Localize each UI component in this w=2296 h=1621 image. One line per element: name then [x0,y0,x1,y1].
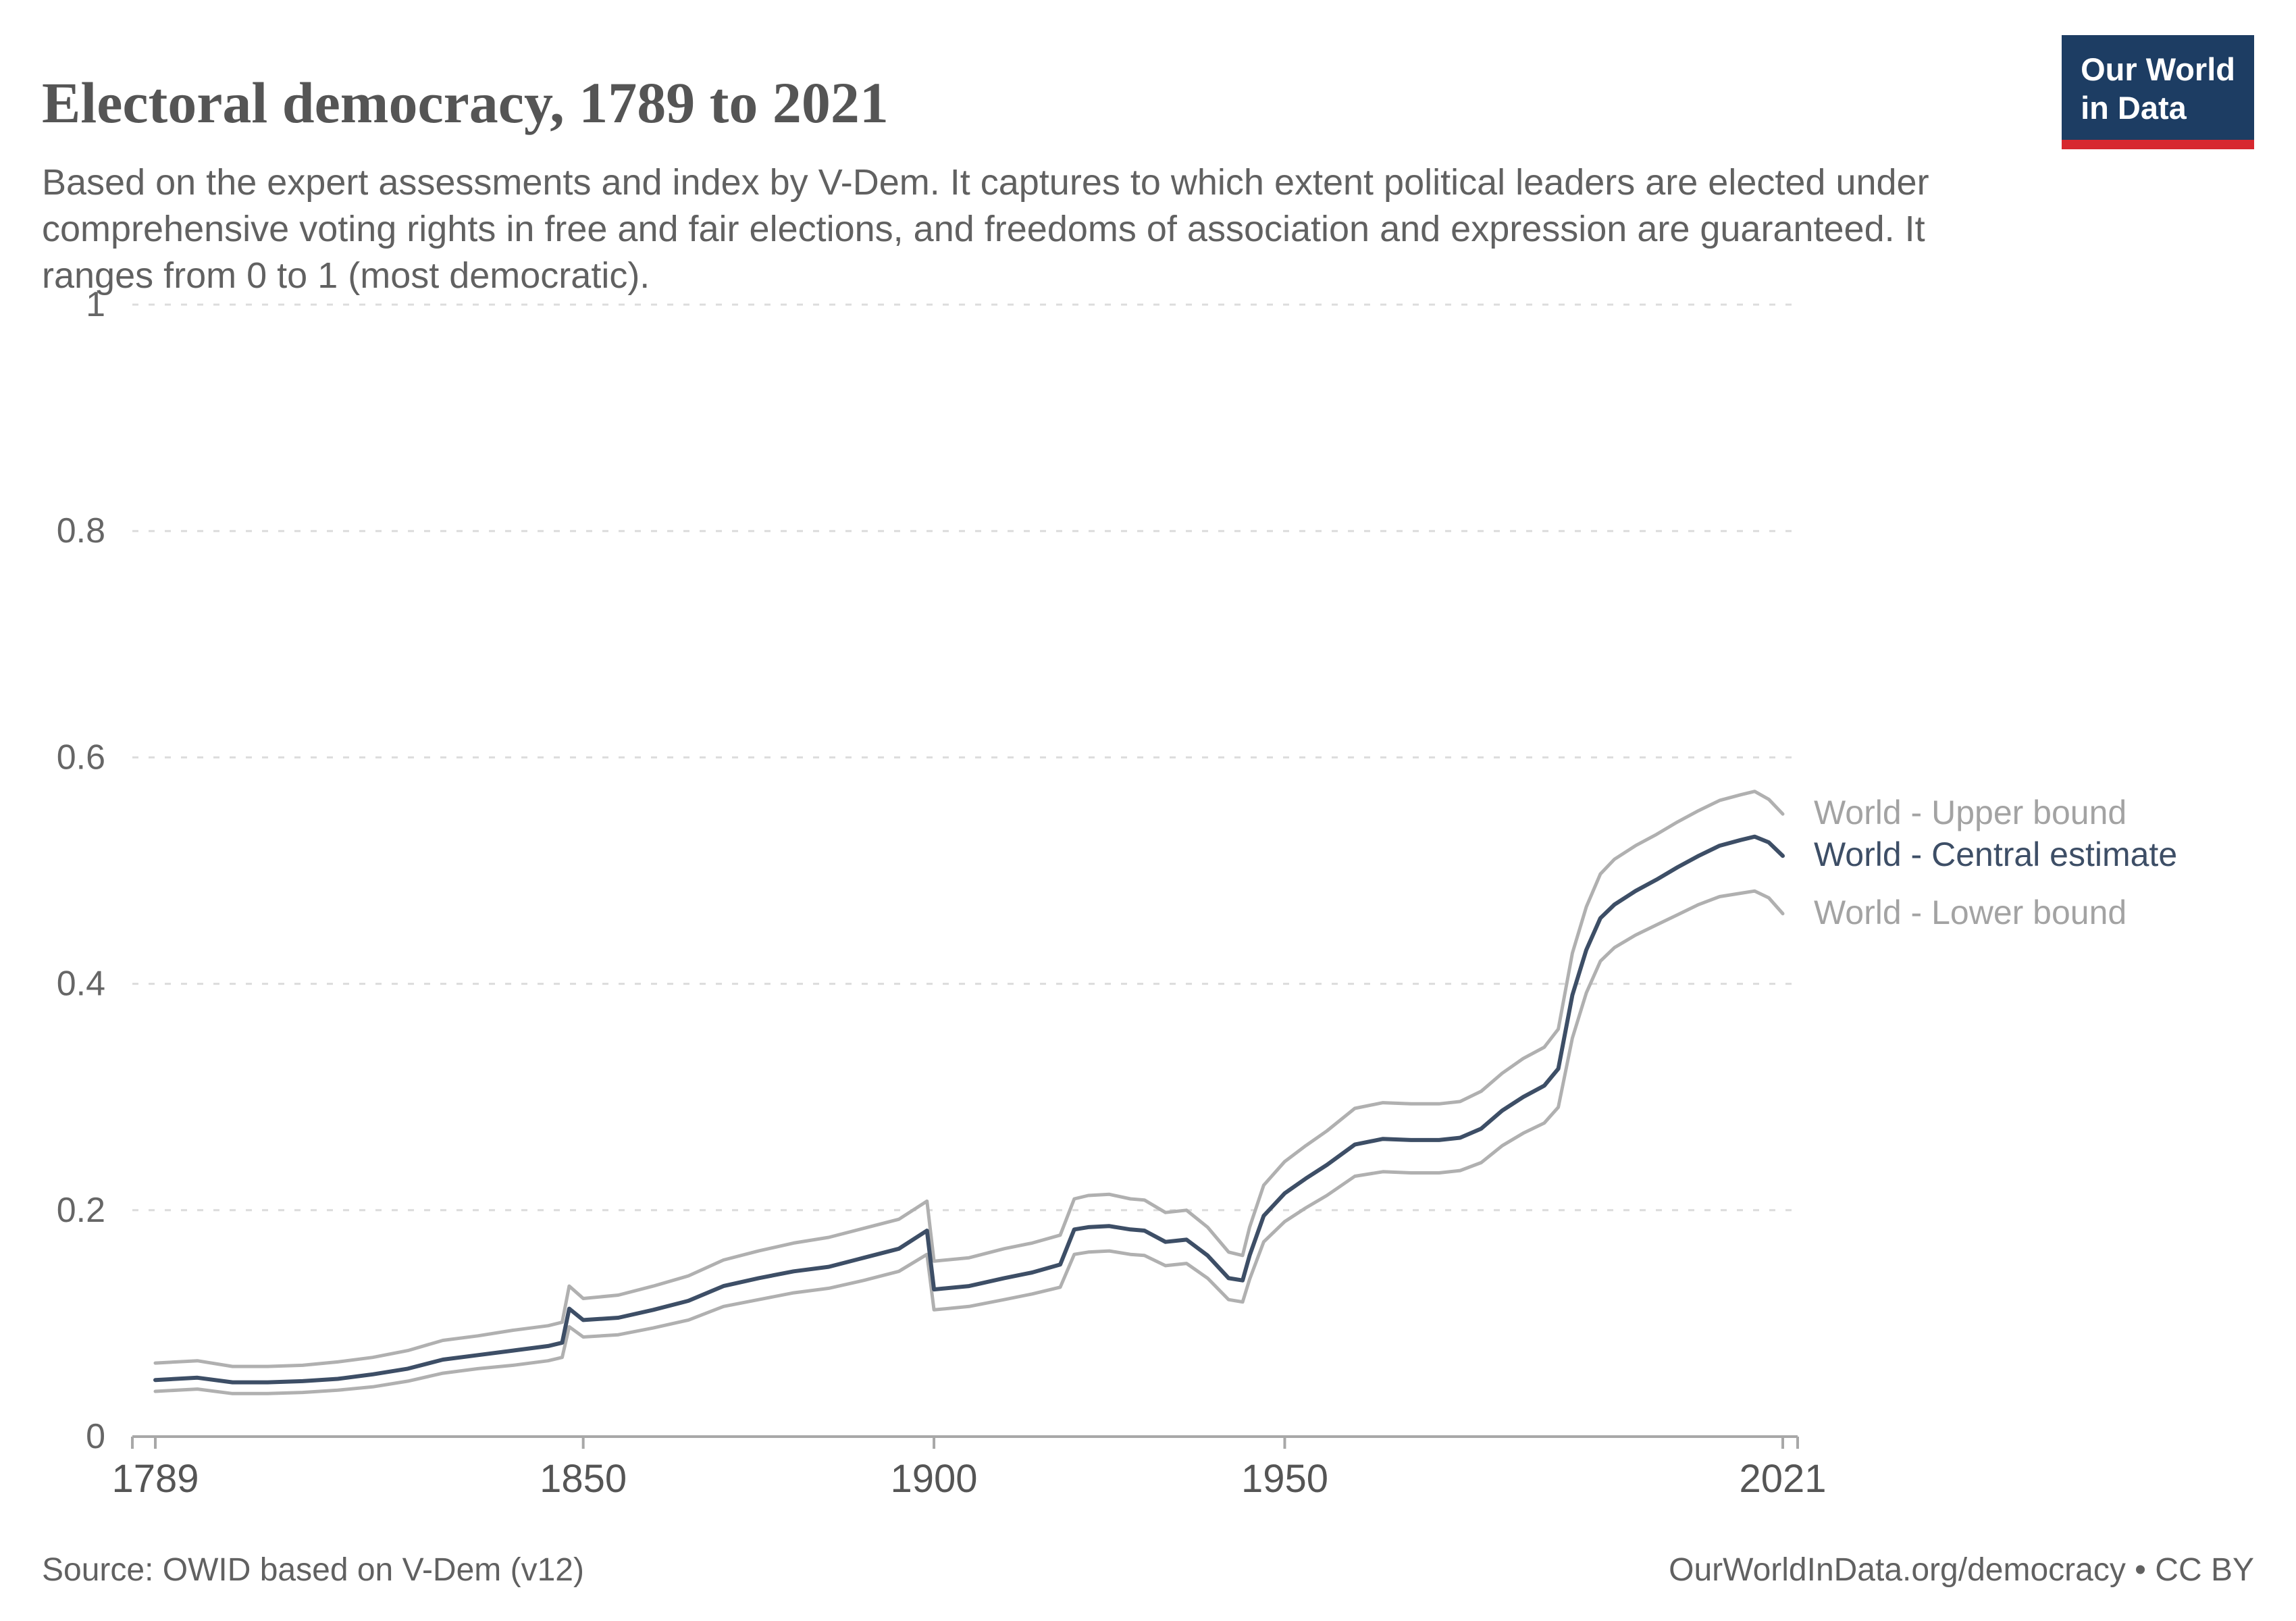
legend-world-upper-bound[interactable]: World - Upper bound [1814,794,2127,832]
y-axis-tick-label: 1 [86,285,105,324]
x-axis-tick-label: 1950 [1241,1457,1328,1501]
legend-world-central-estimate[interactable]: World - Central estimate [1814,835,2178,874]
chart-subtitle: Based on the expert assessments and inde… [42,162,1929,297]
owid-logo-line1: Our World [2081,51,2235,87]
owid-logo[interactable]: Our World in Data [2062,35,2254,149]
x-axis-tick-label: 2021 [1739,1457,1826,1501]
x-axis-tick-label: 1789 [111,1457,199,1501]
y-axis-tick-label: 0.6 [57,738,105,777]
x-axis-tick-label: 1900 [891,1457,978,1501]
line-world-upper-bound[interactable] [153,790,1785,1368]
source-note: Source: OWID based on V-Dem (v12) [42,1552,584,1588]
y-axis-tick-label: 0.4 [57,964,105,1004]
credit-note[interactable]: OurWorldInData.org/democracy • CC BY [1669,1552,2254,1588]
page-title: Electoral democracy, 1789 to 2021 [42,70,889,135]
owid-logo-line2: in Data [2081,90,2187,126]
x-axis-tick-label: 1850 [540,1457,627,1501]
y-axis-tick-label: 0.8 [57,511,105,550]
line-world-lower-bound[interactable] [153,889,1785,1395]
y-axis-tick-label: 0 [86,1417,105,1456]
legend-world-lower-bound[interactable]: World - Lower bound [1814,893,2127,931]
y-axis-tick-label: 0.2 [57,1191,105,1230]
line-world-central-estimate[interactable] [153,834,1785,1385]
